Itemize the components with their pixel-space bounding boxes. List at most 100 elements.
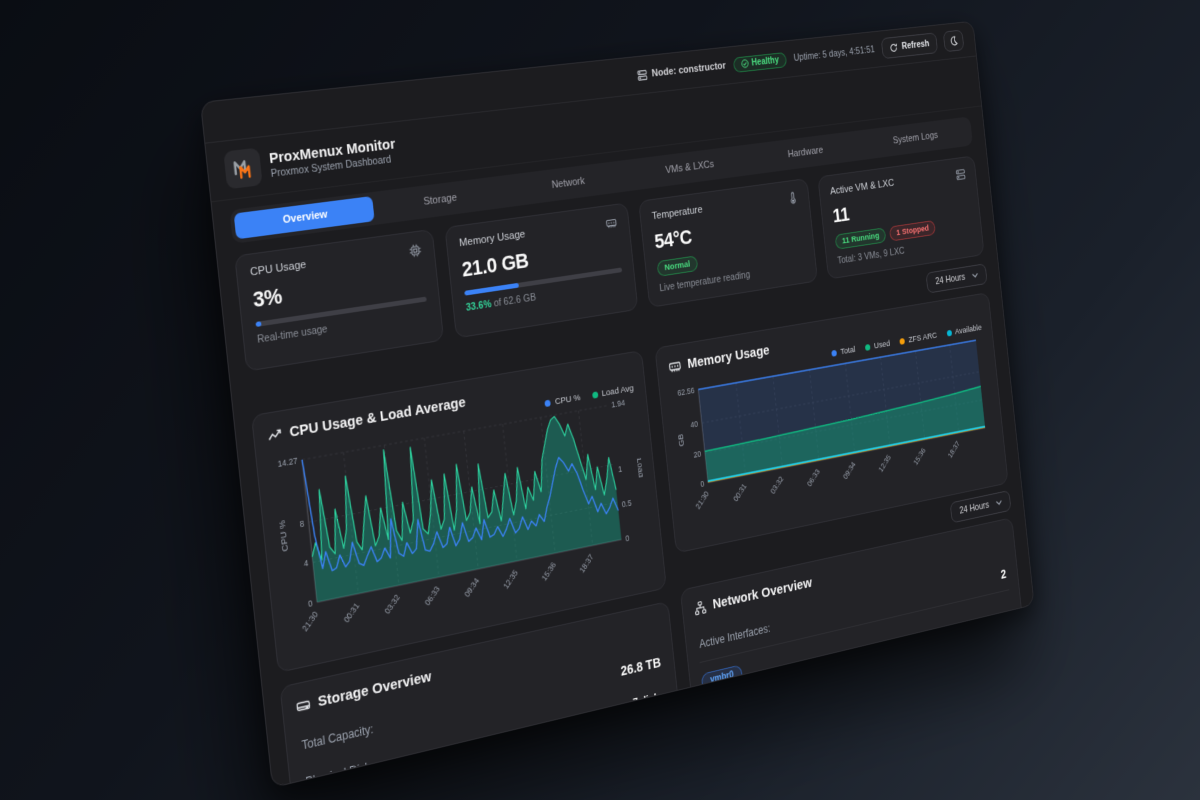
row-label: Total Capacity: xyxy=(301,722,375,753)
svg-text:Load: Load xyxy=(635,457,645,478)
svg-text:12:35: 12:35 xyxy=(877,453,893,474)
row-label: Active Interfaces: xyxy=(698,621,772,651)
network-overview-card: Network Overview Active Interfaces: 2 vmb… xyxy=(679,517,1024,708)
svg-text:06:33: 06:33 xyxy=(805,467,821,488)
active-vm-lxc-card: Active VM & LXC 11 11 Running 1 Stopped … xyxy=(817,155,985,280)
dashboard-window: Node: constructor Healthy Uptime: 5 days… xyxy=(200,20,1035,789)
tab-storage[interactable]: Storage xyxy=(422,191,458,208)
cpu-icon xyxy=(408,243,422,258)
legend-dot xyxy=(865,343,871,351)
health-badge-label: Healthy xyxy=(751,55,780,68)
trending-up-icon xyxy=(267,426,283,444)
svg-text:GB: GB xyxy=(676,433,685,447)
row-value: 2 xyxy=(1000,566,1007,582)
svg-text:09:34: 09:34 xyxy=(841,460,857,481)
tab-overview[interactable]: Overview xyxy=(233,195,375,240)
memory-caption-total: of 62.6 GB xyxy=(490,291,537,310)
memory-usage-card: Memory Usage 21.0 GB 33.6% of 62.6 GB xyxy=(444,202,639,339)
memory-progress-fill xyxy=(464,282,519,296)
svg-text:15:36: 15:36 xyxy=(540,560,558,583)
svg-text:0: 0 xyxy=(625,533,630,543)
time-range-value: 24 Hours xyxy=(934,271,966,287)
hard-drive-icon xyxy=(295,696,311,715)
mem-chart-svg: 0 20 40 62.56 21:30 00:31 03:32 06:33 09:34 12:35… xyxy=(676,334,996,511)
chevron-down-icon xyxy=(972,272,979,278)
vm-running-badge: 11 Running xyxy=(834,227,887,250)
refresh-icon xyxy=(889,42,898,52)
memory-caption: 33.6% of 62.6 GB xyxy=(465,278,624,314)
svg-text:15:36: 15:36 xyxy=(912,446,927,467)
cpu-load-chart: 0 4 8 14.27 0 0.5 1 1.94 21:30 00:31 03:32 06:33 09:… xyxy=(270,395,653,650)
tab-system-logs[interactable]: System Logs xyxy=(892,130,939,147)
svg-text:00:31: 00:31 xyxy=(732,481,749,503)
refresh-button[interactable]: Refresh xyxy=(880,32,939,60)
server-icon xyxy=(636,68,648,81)
cpu-usage-card: CPU Usage 3% Real-time usage xyxy=(234,228,445,372)
memory-caption-percent: 33.6% xyxy=(465,298,492,314)
legend-dot xyxy=(899,337,906,345)
memory-icon xyxy=(605,216,618,230)
svg-text:0: 0 xyxy=(308,598,314,609)
tab-hardware[interactable]: Hardware xyxy=(787,144,824,160)
svg-text:CPU %: CPU % xyxy=(277,520,290,553)
legend-dot xyxy=(544,399,552,408)
row-value: 7 disks xyxy=(632,690,665,709)
vm-stopped-badge: 1 Stopped xyxy=(889,219,936,242)
temperature-card: Temperature 54°C Normal Live temperature… xyxy=(638,178,818,308)
tab-network[interactable]: Network xyxy=(551,175,586,191)
svg-text:09:34: 09:34 xyxy=(462,576,481,599)
svg-text:40: 40 xyxy=(690,419,699,430)
svg-text:21:30: 21:30 xyxy=(694,489,711,511)
uptime-text: Uptime: 5 days, 4:51:51 xyxy=(793,44,876,64)
memory-icon xyxy=(668,358,682,375)
cpu-load-chart-card: CPU Usage & Load Average CPU % Load Avg 0… xyxy=(251,350,667,673)
svg-text:18:37: 18:37 xyxy=(578,552,596,574)
cpu-card-title: CPU Usage xyxy=(249,258,307,279)
row-label: Physical Disks: xyxy=(304,757,380,789)
svg-text:03:32: 03:32 xyxy=(383,592,402,615)
memory-chart: 0 20 40 62.56 21:30 00:31 03:32 06:33 09:34 12:35… xyxy=(671,334,996,525)
svg-text:8: 8 xyxy=(299,518,305,529)
health-badge: Healthy xyxy=(732,51,788,73)
svg-text:62.56: 62.56 xyxy=(677,385,695,397)
svg-text:03:32: 03:32 xyxy=(769,474,785,495)
cpu-chart-svg: 0 4 8 14.27 0 0.5 1 1.94 21:30 00:31 03:32 06:33 09:… xyxy=(277,398,645,633)
svg-text:06:33: 06:33 xyxy=(423,584,442,607)
svg-text:20: 20 xyxy=(693,449,702,460)
main-grid: CPU Usage & Load Average CPU % Load Avg 0… xyxy=(251,292,1025,789)
memory-card-title: Memory Usage xyxy=(458,228,526,250)
time-range-select[interactable]: 24 Hours xyxy=(925,263,988,294)
svg-text:0: 0 xyxy=(700,479,705,489)
chevron-down-icon xyxy=(996,499,1003,505)
app-logo xyxy=(223,147,263,190)
cpu-progress-fill xyxy=(255,321,262,327)
theme-toggle-button[interactable] xyxy=(942,29,965,53)
interface-badge[interactable]: vmbr0 xyxy=(700,664,744,692)
svg-text:0.5: 0.5 xyxy=(621,498,632,509)
svg-text:21:30: 21:30 xyxy=(300,609,320,633)
legend-dot xyxy=(591,391,599,399)
proxmenux-m-logo-icon xyxy=(230,154,257,183)
refresh-label: Refresh xyxy=(901,38,930,52)
node-indicator: Node: constructor xyxy=(636,60,726,81)
memory-chart-card: Memory Usage Total Used ZFS ARC Available 0… xyxy=(654,292,1009,554)
legend-dot xyxy=(831,349,838,357)
svg-text:1.94: 1.94 xyxy=(611,398,626,410)
check-circle-icon xyxy=(741,59,750,69)
svg-text:14.27: 14.27 xyxy=(277,455,298,469)
right-column: Memory Usage Total Used ZFS ARC Available 0… xyxy=(654,292,1024,708)
time-range-value-2: 24 Hours xyxy=(958,499,990,517)
svg-text:00:31: 00:31 xyxy=(342,601,362,625)
svg-text:18:37: 18:37 xyxy=(946,439,961,460)
moon-icon xyxy=(949,35,958,46)
tab-vms-lxcs[interactable]: VMs & LXCs xyxy=(664,158,715,177)
temperature-status-badge: Normal xyxy=(656,255,699,277)
left-column: CPU Usage & Load Average CPU % Load Avg 0… xyxy=(251,350,681,789)
server-icon xyxy=(955,168,966,181)
vm-card-title: Active VM & LXC xyxy=(829,177,895,198)
row-value: 26.8 TB xyxy=(619,654,662,679)
svg-text:4: 4 xyxy=(303,558,309,569)
svg-text:1: 1 xyxy=(618,464,623,474)
svg-text:12:35: 12:35 xyxy=(501,568,519,591)
